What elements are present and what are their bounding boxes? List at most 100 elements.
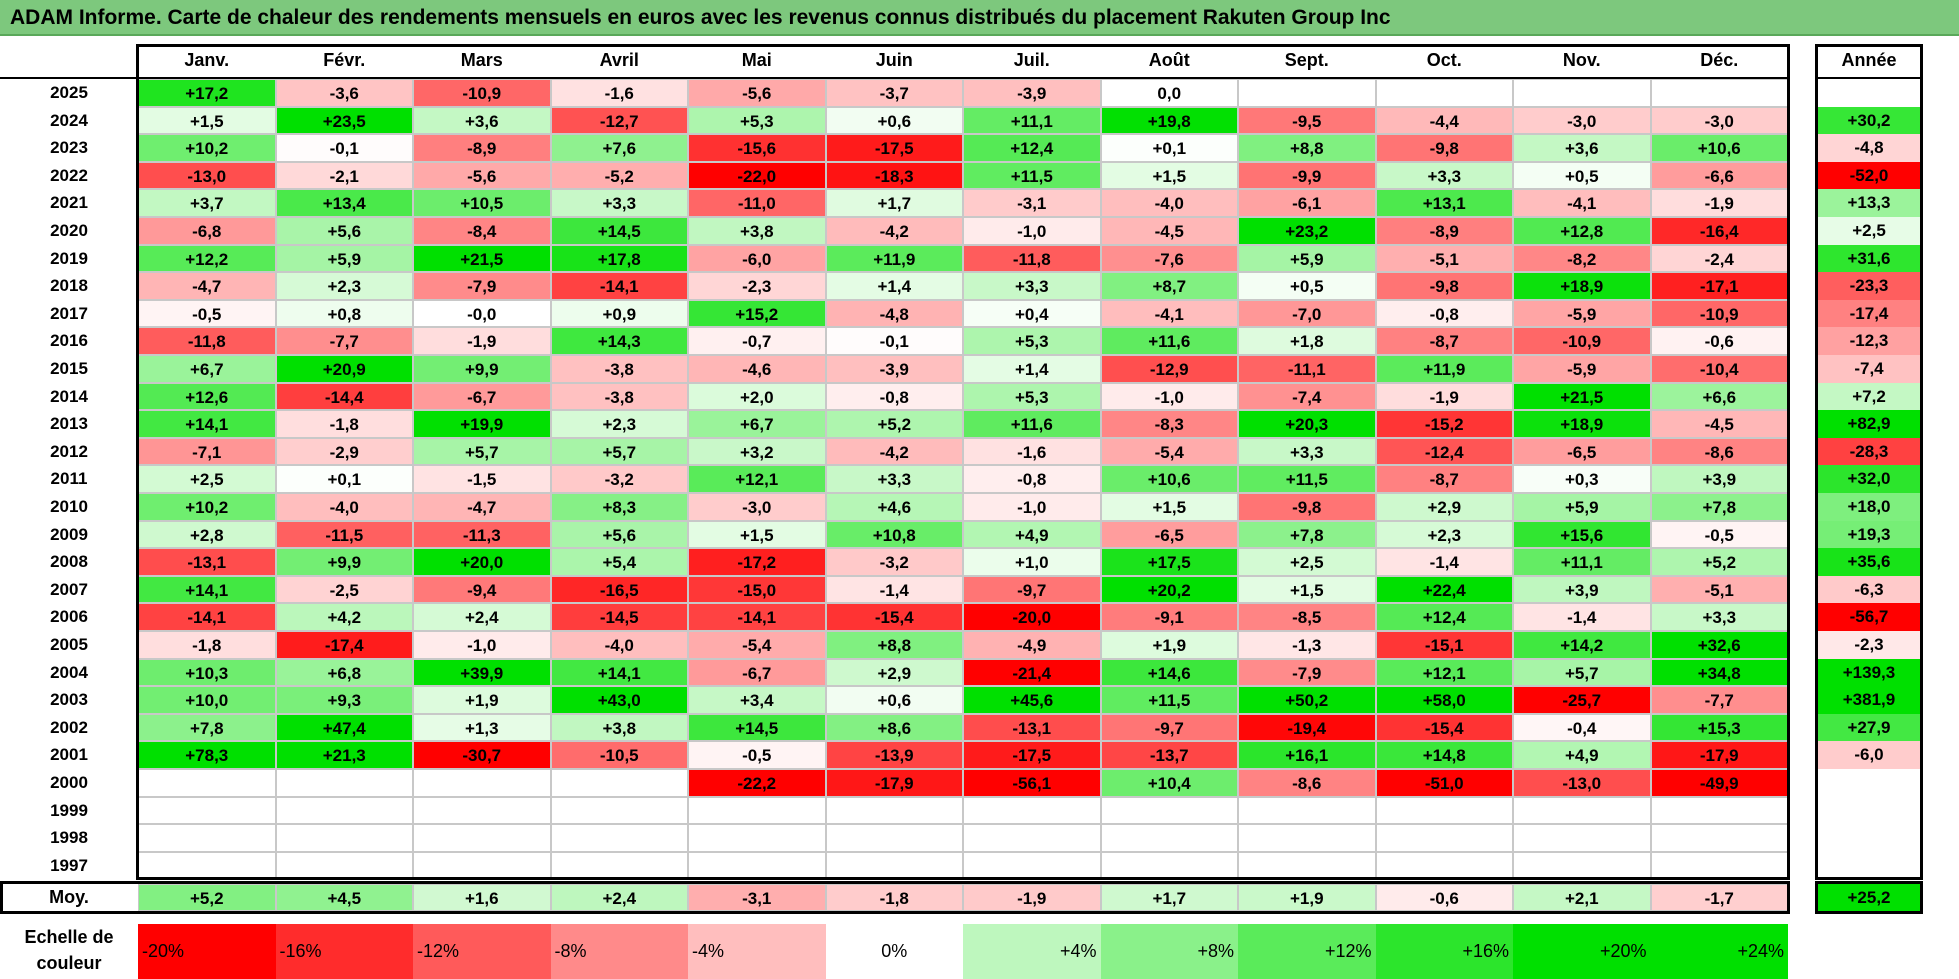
heatmap-cell: +2,8 xyxy=(138,520,276,549)
heatmap-cell: +10,0 xyxy=(138,686,276,714)
heatmap-cell: +2,9 xyxy=(1375,493,1513,521)
year-label: 1997 xyxy=(50,855,88,875)
heatmap-cell: -6,6 xyxy=(1650,161,1788,190)
heatmap-cell: +58,0 xyxy=(1375,686,1513,714)
heatmap-cell: -0,8 xyxy=(963,465,1101,493)
annual-header-rule xyxy=(1815,77,1923,79)
year-label: 2009 xyxy=(50,524,88,544)
heatmap-cell: +12,4 xyxy=(963,134,1101,162)
heatmap-cell: +3,7 xyxy=(138,189,276,217)
heatmap-cell xyxy=(963,796,1101,825)
heatmap-cell: -0,8 xyxy=(825,382,963,411)
heatmap-cell: +18,9 xyxy=(1513,410,1651,438)
average-cell: -3,1 xyxy=(688,884,826,911)
heatmap-cell: -1,9 xyxy=(1650,189,1788,217)
heatmap-cell xyxy=(275,769,413,797)
heatmap-cell: -15,1 xyxy=(1375,631,1513,659)
heatmap-cell xyxy=(1100,824,1238,852)
heatmap-cell: -9,1 xyxy=(1100,603,1238,631)
heatmap-cell: -1,4 xyxy=(1513,603,1651,631)
heatmap-cell: -4,5 xyxy=(1650,410,1788,438)
heatmap-cell: +2,3 xyxy=(275,272,413,300)
heatmap-cell: +10,5 xyxy=(413,189,551,217)
heatmap-cell: -6,8 xyxy=(138,217,276,245)
heatmap-cell: -6,7 xyxy=(413,382,551,411)
heatmap-cell: +20,2 xyxy=(1100,575,1238,604)
heatmap-cell: -14,1 xyxy=(138,603,276,631)
heatmap-cell: -8,7 xyxy=(1375,327,1513,355)
annual-cell xyxy=(1818,824,1920,852)
heatmap-cell: +5,2 xyxy=(1650,548,1788,576)
average-cell: +1,9 xyxy=(1238,884,1376,911)
page-title: ADAM Informe. Carte de chaleur des rende… xyxy=(0,0,1959,36)
year-label: 1999 xyxy=(50,800,88,820)
heatmap-cell: -3,2 xyxy=(825,548,963,576)
heatmap-cell: -5,1 xyxy=(1650,575,1788,604)
heatmap-cell: -1,4 xyxy=(825,575,963,604)
heatmap-cell xyxy=(1375,796,1513,825)
heatmap-cell: -10,5 xyxy=(550,741,688,769)
annual-cell: +82,9 xyxy=(1818,410,1920,438)
heatmap-cell: +23,5 xyxy=(275,106,413,135)
heatmap-cell: -22,2 xyxy=(688,769,826,797)
annual-cell: +31,6 xyxy=(1818,244,1920,273)
heatmap-cell: -5,4 xyxy=(1100,437,1238,466)
annual-cell xyxy=(1818,769,1920,797)
heatmap-cell: +43,0 xyxy=(550,686,688,714)
heatmap-cell: -11,3 xyxy=(413,520,551,549)
heatmap-cell: +5,6 xyxy=(275,217,413,245)
heatmap-cell xyxy=(963,824,1101,852)
year-label: 2000 xyxy=(50,773,88,792)
heatmap-cell: -10,9 xyxy=(1513,327,1651,355)
year-label: 2024 xyxy=(50,110,88,130)
heatmap-cell: -15,2 xyxy=(1375,410,1513,438)
heatmap-cell: +5,9 xyxy=(1513,493,1651,521)
heatmap-cell: +2,3 xyxy=(1375,520,1513,549)
heatmap-cell: +78,3 xyxy=(138,741,276,769)
heatmap-cell: -4,2 xyxy=(825,217,963,245)
heatmap-cell: +47,4 xyxy=(275,713,413,742)
heatmap-cell: +5,6 xyxy=(550,520,688,549)
heatmap-cell: -9,4 xyxy=(413,575,551,604)
heatmap-cell: -4,0 xyxy=(550,631,688,659)
color-scale-stop: +24% xyxy=(1650,924,1788,979)
heatmap-cell xyxy=(1238,851,1376,880)
heatmap-cell: +3,9 xyxy=(1650,465,1788,493)
month-header: Déc. xyxy=(1700,50,1739,70)
heatmap-cell: +0,8 xyxy=(275,299,413,328)
heatmap-cell: +1,9 xyxy=(1100,631,1238,659)
heatmap-cell: +3,9 xyxy=(1513,575,1651,604)
heatmap-cell: +17,5 xyxy=(1100,548,1238,576)
color-scale-stop: +8% xyxy=(1100,924,1238,979)
heatmap-cell: +11,5 xyxy=(1100,686,1238,714)
heatmap-cell: -8,9 xyxy=(413,134,551,162)
heatmap-cell: +1,5 xyxy=(1238,575,1376,604)
average-cell: +1,7 xyxy=(1100,884,1238,911)
average-cell: +1,6 xyxy=(413,884,551,911)
heatmap-cell: +19,8 xyxy=(1100,106,1238,135)
annual-cell: +381,9 xyxy=(1818,686,1920,714)
heatmap-cell xyxy=(1238,79,1376,107)
heatmap-cell: -17,5 xyxy=(825,134,963,162)
color-scale-stop: -4% xyxy=(688,924,826,979)
heatmap-cell: -8,7 xyxy=(1375,465,1513,493)
heatmap-cell: +1,7 xyxy=(825,189,963,217)
heatmap-cell: +7,6 xyxy=(550,134,688,162)
heatmap-cell: +3,3 xyxy=(1375,161,1513,190)
heatmap-cell: -4,1 xyxy=(1100,299,1238,328)
heatmap-cell: +10,6 xyxy=(1650,134,1788,162)
year-label: 2021 xyxy=(50,193,88,213)
heatmap-cell: +15,6 xyxy=(1513,520,1651,549)
heatmap-cell: +11,9 xyxy=(1375,355,1513,383)
color-scale-stop: -12% xyxy=(413,924,551,979)
heatmap-cell: -7,4 xyxy=(1238,382,1376,411)
heatmap-cell: -5,1 xyxy=(1375,244,1513,273)
heatmap-cell: -3,0 xyxy=(1513,106,1651,135)
annual-cell: +2,5 xyxy=(1818,217,1920,245)
heatmap-cell: -5,9 xyxy=(1513,299,1651,328)
heatmap-cell: -7,9 xyxy=(1238,658,1376,687)
heatmap-cell xyxy=(1375,824,1513,852)
heatmap-cell: +5,9 xyxy=(1238,244,1376,273)
average-cell: -1,9 xyxy=(963,884,1101,911)
heatmap-cell: -8,6 xyxy=(1650,437,1788,466)
